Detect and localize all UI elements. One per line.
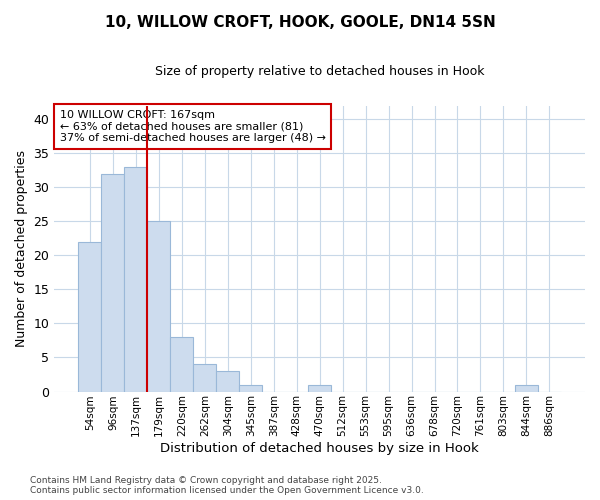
Bar xyxy=(515,384,538,392)
Title: Size of property relative to detached houses in Hook: Size of property relative to detached ho… xyxy=(155,65,484,78)
Y-axis label: Number of detached properties: Number of detached properties xyxy=(15,150,28,347)
Bar xyxy=(193,364,216,392)
Text: 10 WILLOW CROFT: 167sqm
← 63% of detached houses are smaller (81)
37% of semi-de: 10 WILLOW CROFT: 167sqm ← 63% of detache… xyxy=(59,110,326,143)
Bar xyxy=(101,174,124,392)
Bar xyxy=(170,337,193,392)
Text: Contains HM Land Registry data © Crown copyright and database right 2025.
Contai: Contains HM Land Registry data © Crown c… xyxy=(30,476,424,495)
Bar xyxy=(124,167,148,392)
X-axis label: Distribution of detached houses by size in Hook: Distribution of detached houses by size … xyxy=(160,442,479,455)
Text: 10, WILLOW CROFT, HOOK, GOOLE, DN14 5SN: 10, WILLOW CROFT, HOOK, GOOLE, DN14 5SN xyxy=(104,15,496,30)
Bar xyxy=(216,371,239,392)
Bar xyxy=(79,242,101,392)
Bar xyxy=(148,222,170,392)
Bar xyxy=(308,384,331,392)
Bar xyxy=(239,384,262,392)
